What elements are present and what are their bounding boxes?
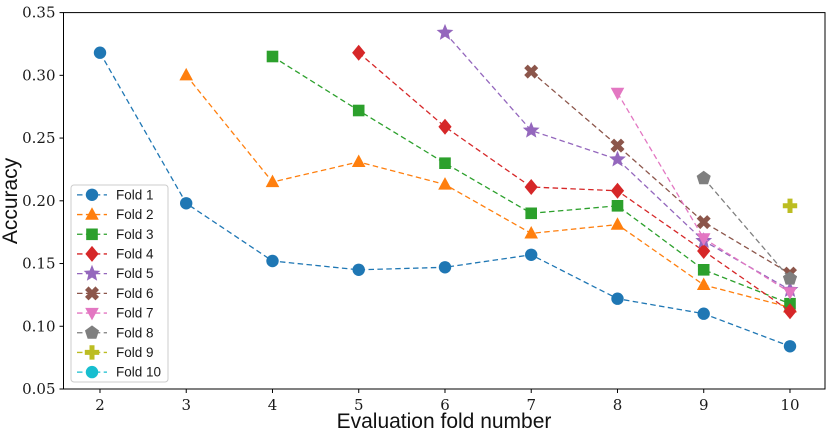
x-tick-label: 9 (699, 396, 709, 414)
y-axis-label: Accuracy (0, 157, 22, 244)
x-tick-label: 5 (354, 396, 364, 414)
legend-label-fold-10: Fold 10 (116, 365, 161, 380)
data-point-fold-3 (697, 264, 710, 276)
x-tick-label: 2 (95, 396, 105, 414)
data-point-fold-2 (610, 217, 625, 230)
legend-marker-fold-6 (85, 286, 99, 301)
data-point-fold-2 (524, 226, 538, 239)
x-tick-label: 7 (526, 396, 536, 414)
y-tick-label: 0.30 (22, 66, 55, 84)
legend-label-fold-5: Fold 5 (116, 266, 154, 281)
y-tick-label: 0.25 (22, 129, 55, 147)
data-point-fold-4 (783, 303, 797, 320)
data-point-fold-9 (782, 198, 798, 213)
data-point-fold-6 (696, 215, 711, 230)
plot-frame (63, 12, 826, 390)
legend-label-fold-9: Fold 9 (116, 345, 154, 360)
legend-marker-fold-2 (85, 207, 99, 220)
legend-label-fold-3: Fold 3 (116, 227, 154, 242)
data-point-fold-1 (783, 340, 797, 353)
data-point-fold-4 (697, 243, 711, 259)
x-tick-label: 10 (780, 396, 799, 414)
data-point-fold-4 (352, 44, 366, 61)
data-point-fold-4 (524, 179, 538, 195)
data-point-fold-8 (782, 271, 798, 285)
data-point-fold-4 (438, 118, 452, 135)
data-point-fold-3 (352, 104, 365, 117)
legend-label-fold-8: Fold 8 (116, 325, 154, 340)
x-tick-label: 8 (613, 396, 623, 414)
data-point-fold-5 (436, 23, 454, 40)
data-point-fold-6 (524, 64, 539, 79)
data-point-fold-7 (696, 233, 711, 246)
data-point-fold-2 (179, 67, 193, 81)
y-tick-label: 0.10 (22, 317, 55, 335)
legend-label-fold-7: Fold 7 (116, 306, 154, 321)
data-point-fold-4 (610, 182, 625, 199)
legend-marker-fold-8 (84, 325, 100, 339)
x-tick-label: 3 (181, 396, 191, 414)
data-point-fold-3 (266, 50, 279, 63)
data-point-fold-3 (439, 157, 451, 169)
legend-marker-fold-7 (85, 307, 99, 321)
series-line-fold-7 (616, 92, 791, 293)
data-point-fold-5 (609, 150, 626, 167)
data-point-fold-2 (438, 177, 452, 190)
y-tick-label: 0.35 (22, 4, 55, 22)
x-tick-label: 6 (440, 396, 450, 414)
legend-label-fold-2: Fold 2 (116, 207, 154, 222)
series-line-fold-8 (703, 177, 791, 280)
data-point-fold-1 (93, 46, 107, 59)
data-point-fold-2 (265, 174, 280, 188)
series-line-fold-6 (530, 71, 791, 275)
data-point-fold-1 (180, 197, 193, 210)
x-tick-label: 4 (268, 396, 278, 414)
legend-marker-fold-9 (84, 345, 100, 360)
data-point-fold-1 (438, 261, 452, 274)
data-point-fold-2 (696, 277, 711, 290)
data-point-fold-1 (611, 292, 624, 305)
legend-label-fold-6: Fold 6 (116, 286, 154, 301)
data-point-fold-5 (522, 121, 540, 138)
legend-marker-fold-10 (85, 365, 99, 379)
legend-marker-fold-1 (85, 188, 99, 201)
data-point-fold-2 (351, 154, 366, 167)
data-point-fold-1 (266, 254, 279, 268)
data-point-fold-1 (352, 263, 365, 276)
y-tick-label: 0.20 (22, 192, 55, 210)
y-tick-label: 0.15 (22, 255, 55, 273)
data-point-fold-7 (610, 87, 625, 101)
data-point-fold-7 (783, 287, 797, 300)
series-line-fold-4 (358, 52, 791, 312)
series-line-fold-2 (185, 74, 791, 309)
legend-marker-fold-3 (86, 228, 98, 241)
x-axis-label: Evaluation fold number (337, 410, 552, 433)
y-tick-label: 0.05 (22, 380, 55, 398)
data-point-fold-1 (697, 307, 710, 320)
legend-label-fold-4: Fold 4 (116, 246, 154, 261)
data-point-fold-6 (610, 138, 625, 153)
data-point-fold-8 (696, 170, 711, 185)
data-point-fold-1 (525, 248, 538, 261)
data-point-fold-3 (611, 200, 624, 212)
data-point-fold-3 (525, 207, 537, 220)
legend-marker-fold-5 (83, 264, 101, 281)
legend-label-fold-1: Fold 1 (116, 187, 154, 202)
